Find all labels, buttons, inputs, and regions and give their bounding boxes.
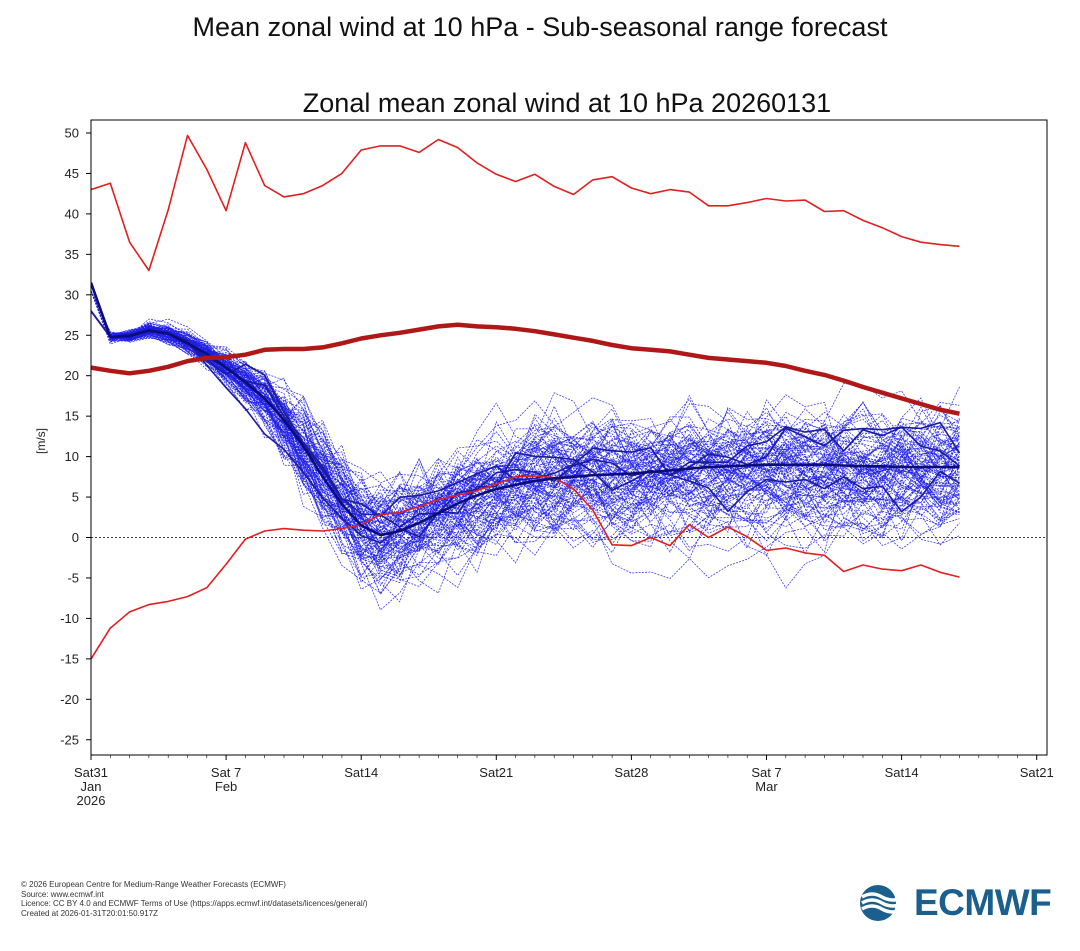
- y-tick-label: -15: [60, 651, 79, 666]
- ensemble-member-line: [91, 290, 960, 587]
- ensemble-member-line: [91, 290, 960, 587]
- ensemble-member-line: [91, 290, 960, 538]
- ensemble-member-line: [91, 290, 960, 565]
- logo-text: ECMWF: [914, 882, 1052, 923]
- y-tick-label: 20: [65, 368, 79, 383]
- x-tick-label: Jan: [81, 779, 102, 794]
- chart: Zonal mean zonal wind at 10 hPa 20260131…: [34, 88, 1054, 808]
- ensemble-member-line: [91, 290, 960, 550]
- ensemble-member-line: [91, 290, 960, 573]
- y-axis-label: [m/s]: [34, 428, 48, 454]
- x-tick-label: Sat14: [344, 765, 378, 780]
- x-tick-label: Feb: [215, 779, 237, 794]
- x-tick-label: Sat14: [885, 765, 919, 780]
- x-tick-label: Mar: [755, 779, 778, 794]
- x-tick-label: 2026: [77, 793, 106, 808]
- ensemble-member-line: [91, 290, 960, 580]
- ensemble-member-line: [91, 290, 960, 573]
- y-tick-label: 5: [72, 490, 79, 505]
- y-tick-label: 35: [65, 247, 79, 262]
- y-tick-label: 0: [72, 530, 79, 545]
- ensemble-member-line: [91, 290, 960, 554]
- ensemble-member-line: [91, 290, 960, 560]
- ensemble-member-line: [91, 290, 960, 548]
- ensemble-member-line: [91, 290, 960, 555]
- ensemble-member-line: [91, 290, 960, 537]
- x-tick-label: Sat21: [479, 765, 513, 780]
- page-title: Mean zonal wind at 10 hPa - Sub-seasonal…: [192, 12, 888, 42]
- y-tick-label: 50: [65, 126, 79, 141]
- ensemble-member-line: [91, 290, 960, 528]
- climatology-mean-line: [91, 322, 960, 416]
- ensemble-control-line: [91, 310, 960, 544]
- x-tick-label: Sat31: [74, 765, 108, 780]
- y-tick-label: 45: [65, 166, 79, 181]
- y-tick-label: -10: [60, 611, 79, 626]
- ensemble-member-line: [91, 290, 960, 611]
- ensemble-member-line: [91, 290, 960, 554]
- ensemble-member-line: [91, 290, 960, 603]
- ensemble-member-line: [91, 290, 960, 528]
- x-tick-label: Sat 7: [211, 765, 241, 780]
- ensemble-mean-line: [91, 282, 960, 537]
- ensemble-member-line: [91, 290, 960, 558]
- ensemble-member-line: [91, 290, 960, 534]
- y-tick-label: -25: [60, 732, 79, 747]
- ensemble-member-line: [91, 290, 960, 529]
- ensemble-member-line: [91, 290, 960, 551]
- ensemble-member-line: [91, 290, 960, 590]
- y-tick-label: 40: [65, 206, 79, 221]
- plot-frame: [90, 119, 1048, 756]
- ensemble-member-line: [91, 290, 960, 545]
- footer-created: Created at 2026-01-31T20:01:50.917Z: [21, 908, 158, 918]
- ensemble-member-line: [91, 290, 960, 552]
- ensemble-member-line: [91, 290, 960, 537]
- ensemble-member-line: [91, 290, 960, 549]
- y-tick-label: 30: [65, 287, 79, 302]
- climatology-max-line: [91, 134, 960, 272]
- ensemble-member-line: [91, 290, 960, 537]
- x-tick-label: Sat21: [1020, 765, 1054, 780]
- footer-source: Source: www.ecmwf.int: [21, 889, 104, 899]
- climatology-min-line: [91, 475, 960, 660]
- chart-title: Zonal mean zonal wind at 10 hPa 20260131: [303, 88, 831, 118]
- y-tick-label: -20: [60, 692, 79, 707]
- ensemble-member-line: [91, 290, 960, 502]
- y-tick-label: 15: [65, 409, 79, 424]
- footer: © 2026 European Centre for Medium-Range …: [21, 880, 368, 918]
- ensemble-member-line: [91, 290, 960, 523]
- ensemble-member-line: [91, 290, 960, 537]
- footer-licence: Licence: CC BY 4.0 and ECMWF Terms of Us…: [21, 899, 368, 908]
- ensemble-member-line: [91, 290, 960, 581]
- ensemble-member-line: [91, 290, 960, 580]
- y-tick-label: -5: [67, 570, 79, 585]
- footer-copyright: © 2026 European Centre for Medium-Range …: [21, 880, 286, 889]
- ecmwf-logo: ECMWF: [858, 878, 1063, 928]
- ensemble-member-line: [91, 290, 960, 561]
- x-tick-label: Sat28: [614, 765, 648, 780]
- ensemble-control-line: [91, 310, 961, 529]
- y-tick-label: 25: [65, 328, 79, 343]
- ensemble-member-line: [91, 290, 960, 554]
- ensemble-members: [91, 290, 960, 611]
- ensemble-member-line: [91, 290, 960, 546]
- ensemble-member-line: [91, 290, 960, 564]
- ensemble-member-line: [91, 290, 960, 584]
- ecmwf-logo-icon: [860, 885, 907, 921]
- x-tick-label: Sat 7: [751, 765, 781, 780]
- y-tick-label: 10: [65, 449, 79, 464]
